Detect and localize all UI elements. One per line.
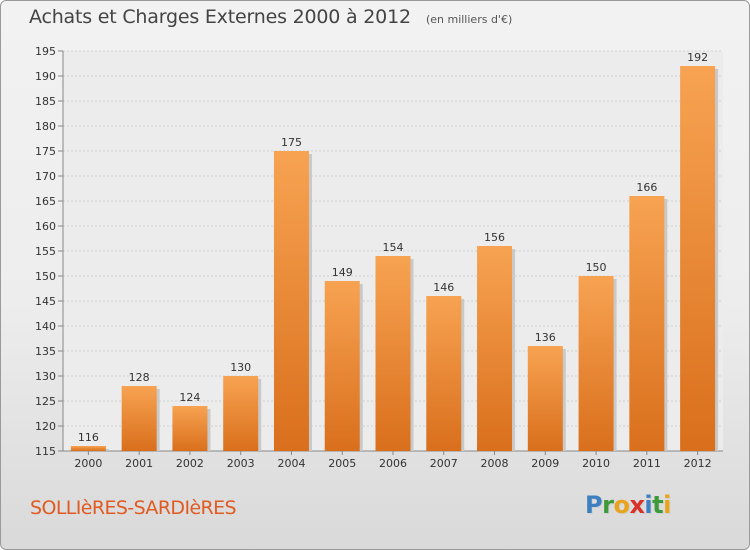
- chart-title: Achats et Charges Externes 2000 à 2012: [29, 6, 411, 28]
- bar: [578, 276, 614, 451]
- y-tick-label: 155: [35, 245, 56, 258]
- x-tick-label: 2001: [125, 457, 153, 470]
- proxiti-logo: Proxiti: [585, 491, 671, 519]
- y-tick-label: 160: [35, 220, 56, 233]
- x-tick-label: 2004: [277, 457, 305, 470]
- x-tick-label: 2008: [481, 457, 509, 470]
- x-tick-label: 2010: [582, 457, 610, 470]
- bar: [680, 66, 716, 451]
- y-tick-label: 185: [35, 95, 56, 108]
- bar: [121, 386, 157, 451]
- bar-value-label: 146: [433, 281, 454, 294]
- bar: [172, 406, 208, 451]
- location-name: SOLLIèRES-SARDIèRES: [30, 497, 237, 519]
- y-tick-label: 165: [35, 195, 56, 208]
- x-tick-label: 2012: [684, 457, 712, 470]
- x-tick-label: 2006: [379, 457, 407, 470]
- y-tick-label: 115: [35, 445, 56, 458]
- chart-title-block: Achats et Charges Externes 2000 à 2012 (…: [29, 6, 512, 28]
- bar-value-label: 130: [230, 361, 251, 374]
- bar-value-label: 154: [383, 241, 404, 254]
- bar: [70, 446, 106, 451]
- bar-value-label: 150: [586, 261, 607, 274]
- logo-letter: t: [652, 491, 664, 519]
- bar-value-label: 166: [636, 181, 657, 194]
- logo-letter: i: [663, 491, 671, 519]
- y-tick-label: 175: [35, 145, 56, 158]
- y-tick-label: 195: [35, 45, 56, 58]
- bar-value-label: 149: [332, 266, 353, 279]
- y-tick-label: 125: [35, 395, 56, 408]
- logo-letter: x: [629, 491, 645, 519]
- x-tick-label: 2002: [176, 457, 204, 470]
- bar-value-label: 128: [129, 371, 150, 384]
- x-tick-label: 2005: [328, 457, 356, 470]
- logo-letter: r: [602, 491, 614, 519]
- bar-value-label: 192: [687, 51, 708, 64]
- bar: [629, 196, 665, 451]
- bar: [477, 246, 513, 451]
- y-tick-label: 135: [35, 345, 56, 358]
- logo-letter: o: [613, 491, 630, 519]
- bar-value-label: 124: [179, 391, 200, 404]
- bar-value-label: 175: [281, 136, 302, 149]
- chart-subtitle: (en milliers d'€): [425, 13, 513, 26]
- x-tick-label: 2011: [633, 457, 661, 470]
- bar: [375, 256, 411, 451]
- bar: [324, 281, 360, 451]
- y-tick-label: 150: [35, 270, 56, 283]
- y-tick-label: 180: [35, 120, 56, 133]
- y-tick-label: 145: [35, 295, 56, 308]
- bar: [426, 296, 462, 451]
- logo-letter: P: [585, 491, 603, 519]
- bar: [527, 346, 563, 451]
- y-tick-label: 190: [35, 70, 56, 83]
- x-tick-label: 2007: [430, 457, 458, 470]
- x-tick-label: 2003: [227, 457, 255, 470]
- x-tick-label: 2000: [74, 457, 102, 470]
- y-tick-label: 140: [35, 320, 56, 333]
- y-tick-label: 170: [35, 170, 56, 183]
- x-tick-label: 2009: [531, 457, 559, 470]
- bar: [273, 151, 309, 451]
- bar-value-label: 136: [535, 331, 556, 344]
- bar-value-label: 156: [484, 231, 505, 244]
- bar-value-label: 116: [78, 431, 99, 444]
- y-tick-label: 130: [35, 370, 56, 383]
- y-tick-label: 120: [35, 420, 56, 433]
- logo-letter: i: [644, 491, 653, 519]
- bar: [223, 376, 259, 451]
